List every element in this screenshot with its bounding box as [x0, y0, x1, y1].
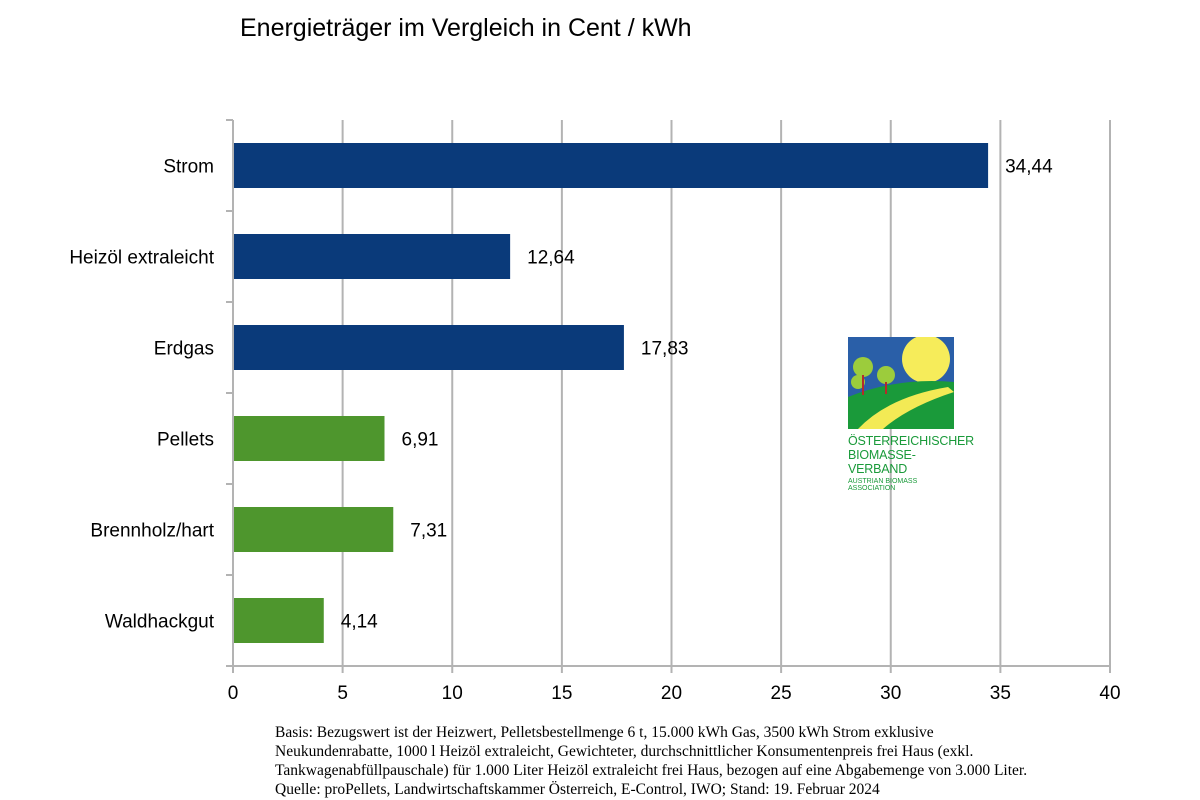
category-label: Brennholz/hart: [90, 521, 214, 542]
bar: [234, 598, 324, 643]
logo-image: [848, 335, 954, 429]
data-label: 17,83: [641, 339, 689, 360]
bar: [234, 416, 385, 461]
footnote: Basis: Bezugswert ist der Heizwert, Pell…: [275, 723, 1175, 799]
footnote-line: Quelle: proPellets, Landwirtschaftskamme…: [275, 781, 880, 798]
category-label: Pellets: [157, 430, 214, 451]
footnote-line: Basis: Bezugswert ist der Heizwert, Pell…: [275, 724, 934, 741]
bar: [234, 234, 511, 279]
x-tick-label: 15: [551, 683, 572, 704]
data-label: 7,31: [410, 521, 447, 542]
x-tick-label: 25: [771, 683, 792, 704]
data-label: 6,91: [402, 430, 439, 451]
bar: [234, 143, 989, 188]
x-tick-label: 10: [442, 683, 463, 704]
x-tick-label: 5: [337, 683, 348, 704]
chart-title: Energieträger im Vergleich in Cent / kWh: [240, 14, 692, 42]
category-label: Waldhackgut: [105, 612, 215, 633]
biomasse-verband-logo: Österreichischer Biomasse-Verband Austri…: [848, 335, 974, 492]
logo-line2: Biomasse-Verband: [848, 448, 916, 476]
footnote-line: Neukundenrabatte, 1000 l Heizöl extralei…: [275, 743, 974, 760]
x-tick-label: 0: [228, 683, 239, 704]
logo-line3: Austrian Biomass Association: [848, 478, 918, 492]
category-label: Strom: [163, 157, 214, 178]
bar: [234, 507, 394, 552]
x-tick-label: 30: [880, 683, 901, 704]
category-label: Heizöl extraleicht: [69, 248, 214, 269]
bar-chart: 0 5 10 15 20 25 30 35 40 34,44 Strom 12,64 Heizöl ex…: [69, 119, 1121, 704]
category-label: Erdgas: [154, 339, 214, 360]
x-tick-label: 35: [990, 683, 1011, 704]
x-tick-label: 20: [661, 683, 682, 704]
data-label: 34,44: [1005, 157, 1053, 178]
logo-line1: Österreichischer: [848, 434, 974, 448]
footnote-line: Tankwagenabfüllpauschale) für 1.000 Lite…: [275, 762, 1028, 779]
data-label: 4,14: [341, 612, 378, 633]
data-label: 12,64: [527, 248, 575, 269]
x-tick-label: 40: [1099, 683, 1120, 704]
bar: [234, 325, 624, 370]
